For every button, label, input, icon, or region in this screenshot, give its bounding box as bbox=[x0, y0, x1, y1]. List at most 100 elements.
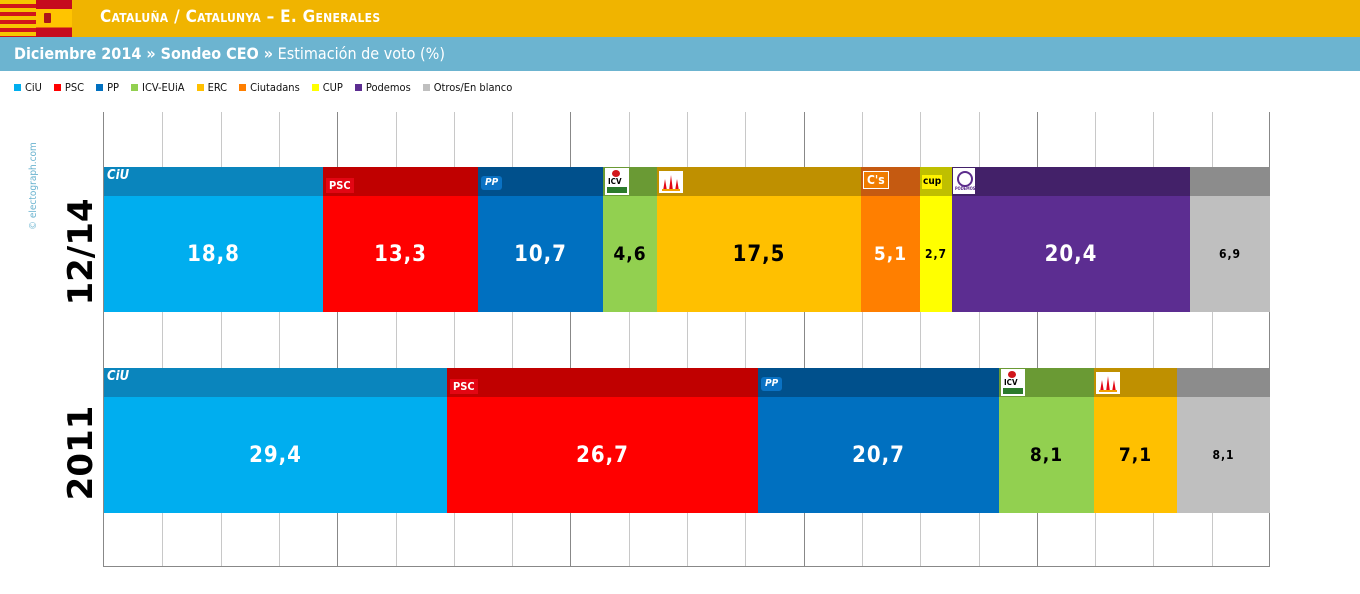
legend-label: PSC bbox=[64, 80, 85, 94]
legend-item: Podemos bbox=[354, 81, 411, 94]
bar-segment: PSC 13,3 bbox=[323, 167, 478, 312]
bar-segment-header: cup bbox=[920, 167, 952, 196]
bar-segment: cup 2,7 bbox=[920, 167, 952, 312]
bar-segment: ICV 4,6 bbox=[603, 167, 657, 312]
row-label-text: 12/14 bbox=[61, 198, 101, 306]
legend-swatch bbox=[196, 83, 204, 91]
data-label: 8,1 bbox=[1029, 444, 1064, 466]
legend-item: ICV-EUiA bbox=[131, 81, 185, 94]
data-label: 17,5 bbox=[732, 241, 786, 267]
bar-segment: CiU 18,8 bbox=[104, 167, 323, 312]
bar-segment-header: C's bbox=[861, 167, 920, 196]
data-label: 29,4 bbox=[249, 442, 302, 468]
legend-label: Ciutadans bbox=[250, 80, 300, 94]
icv-logo-icon: ICV bbox=[1001, 369, 1025, 396]
grid-line bbox=[1269, 112, 1270, 566]
legend-item: CUP bbox=[311, 80, 343, 94]
data-label: 26,7 bbox=[576, 442, 629, 468]
bar-segment-fill: 13,3 bbox=[323, 196, 478, 312]
data-label: 5,1 bbox=[873, 243, 908, 265]
grid-line bbox=[1095, 112, 1096, 566]
grid-line bbox=[279, 112, 280, 566]
grid-line bbox=[221, 112, 222, 566]
bar-segment: PP 10,7 bbox=[478, 167, 603, 312]
bar-segment-header bbox=[1190, 167, 1270, 196]
legend-item: CiU bbox=[14, 81, 42, 94]
bar-segment-fill: 5,1 bbox=[861, 196, 920, 312]
bar-segment-fill: 20,4 bbox=[952, 196, 1190, 312]
ciu-logo-icon: CiU bbox=[107, 168, 130, 183]
bar-segment-fill: 26,7 bbox=[447, 397, 758, 513]
data-label: 20,7 bbox=[852, 442, 905, 468]
legend-swatch bbox=[422, 83, 430, 91]
grid-line bbox=[862, 112, 863, 566]
bar-segment-header bbox=[657, 167, 861, 196]
legend-item: Otros/En blanco bbox=[422, 80, 513, 94]
bar-segment-header: CiU bbox=[104, 167, 323, 196]
erc-logo-icon bbox=[1096, 372, 1120, 394]
spanish-flag-icon bbox=[36, 0, 72, 37]
data-label: 8,1 bbox=[1212, 448, 1235, 462]
data-label: 18,8 bbox=[187, 241, 240, 267]
bar-segment-fill: 10,7 bbox=[478, 196, 603, 312]
bar-segment: 7,1 bbox=[1094, 368, 1177, 513]
legend-swatch bbox=[14, 83, 21, 91]
grid-line bbox=[337, 112, 338, 566]
erc-logo-icon bbox=[659, 171, 683, 193]
bar-segment: C's 5,1 bbox=[861, 167, 920, 312]
cup-logo-icon: cup bbox=[922, 175, 943, 189]
bar-segment: PP 20,7 bbox=[758, 368, 999, 513]
psc-logo-icon: PSC bbox=[450, 379, 478, 394]
bar-segment: 17,5 bbox=[657, 167, 861, 312]
bar-segment: PSC 26,7 bbox=[447, 368, 758, 513]
legend-label: PP bbox=[107, 80, 120, 94]
icv-logo-icon: ICV bbox=[605, 168, 629, 195]
watermark: © electograph.com bbox=[17, 110, 39, 230]
grid-line bbox=[454, 112, 455, 566]
bar-segment-fill: 6,9 bbox=[1190, 196, 1270, 312]
legend-label: ICV-EUiA bbox=[142, 80, 185, 94]
legend-swatch bbox=[53, 83, 61, 91]
bar-segment-fill: 7,1 bbox=[1094, 397, 1177, 513]
grid-line bbox=[1212, 112, 1213, 566]
legend-swatch bbox=[131, 83, 139, 91]
legend-swatch bbox=[239, 83, 247, 91]
bar-segment-fill: 8,1 bbox=[999, 397, 1094, 513]
subtitle-measure: Estimación de voto (%) bbox=[273, 44, 445, 63]
subtitle-bar: Diciembre 2014 » Sondeo CEO » Estimación… bbox=[0, 37, 1360, 71]
row-label-text: 2011 bbox=[61, 405, 101, 501]
grid-line bbox=[629, 112, 630, 566]
legend-label: Otros/En blanco bbox=[433, 80, 513, 94]
data-label: 13,3 bbox=[374, 241, 427, 267]
bar-segment-fill: 8,1 bbox=[1177, 397, 1270, 513]
legend-item: PP bbox=[96, 81, 119, 94]
legend: CiU PSC PP ICV-EUiA ERC Ciutadans CUP Podemos Ot… bbox=[14, 80, 524, 94]
legend-swatch bbox=[311, 83, 319, 91]
bar-segment: 6,9 bbox=[1190, 167, 1270, 312]
grid-line bbox=[979, 112, 980, 566]
chart-subtitle: Diciembre 2014 » Sondeo CEO » Estimación… bbox=[14, 44, 445, 63]
subtitle-source: Diciembre 2014 » Sondeo CEO » bbox=[14, 44, 274, 63]
legend-label: CUP bbox=[322, 80, 343, 94]
data-label: 2,7 bbox=[924, 247, 948, 261]
bar-segment-header: PSC bbox=[447, 368, 758, 397]
bar-segment-header: ICV bbox=[603, 167, 657, 196]
legend-item: Ciutadans bbox=[239, 81, 300, 94]
legend-item: PSC bbox=[53, 80, 85, 94]
grid-line bbox=[570, 112, 571, 566]
data-label: 6,9 bbox=[1218, 247, 1242, 261]
legend-item: ERC bbox=[196, 81, 227, 94]
grid-line bbox=[512, 112, 513, 566]
bar-segment-fill: 29,4 bbox=[104, 397, 447, 513]
bar-segment-fill: 18,8 bbox=[104, 196, 323, 312]
grid-line bbox=[162, 112, 163, 566]
bar-segment-header: PODEMOS bbox=[952, 167, 1190, 196]
data-label: 4,6 bbox=[613, 243, 647, 265]
data-label: 7,1 bbox=[1118, 444, 1153, 466]
cs-logo-icon: C's bbox=[863, 171, 889, 189]
bar-segment-header bbox=[1177, 368, 1270, 397]
legend-swatch bbox=[354, 83, 362, 91]
bar-segment-header: ICV bbox=[999, 368, 1094, 397]
bar-segment-fill: 20,7 bbox=[758, 397, 999, 513]
data-label: 20,4 bbox=[1044, 241, 1098, 267]
